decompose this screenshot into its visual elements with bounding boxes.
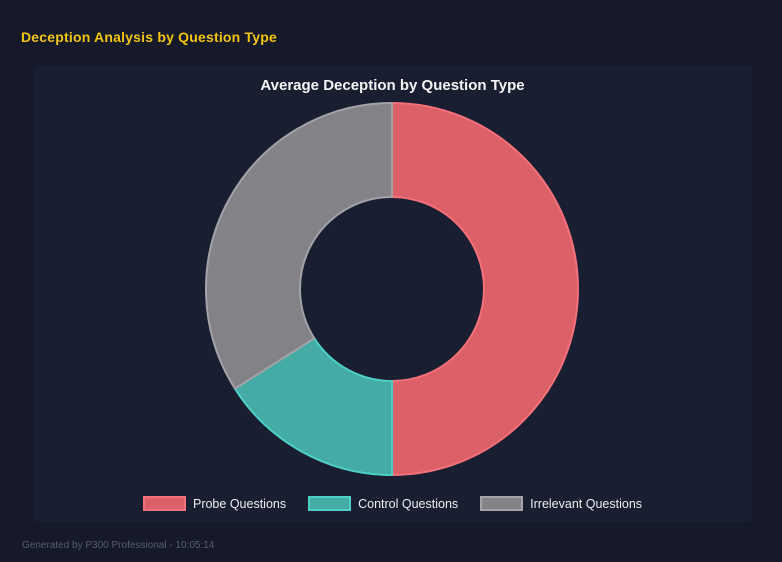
legend-swatch [308, 496, 352, 511]
legend-item-0[interactable]: Probe Questions [142, 496, 287, 511]
donut-chart [205, 102, 579, 476]
legend-swatch [142, 496, 186, 511]
page-title: Deception Analysis by Question Type [21, 29, 277, 45]
legend-swatch [480, 496, 524, 511]
chart-title: Average Deception by Question Type [260, 77, 525, 94]
chart-legend: Probe Questions Control Questions Irreleva… [33, 496, 752, 511]
donut-segment-0[interactable] [391, 102, 579, 476]
legend-label: Control Questions [358, 496, 459, 511]
legend-label: Probe Questions [192, 496, 287, 511]
page-footer: Generated by P300 Professional - 10:05:1… [22, 540, 215, 551]
legend-label: Irrelevant Questions [530, 496, 643, 511]
donut-segment-2[interactable] [205, 102, 393, 390]
chart-panel: Average Deception by Question Type Probe… [33, 66, 752, 522]
donut-segment-1[interactable] [233, 337, 393, 476]
legend-item-1[interactable]: Control Questions [308, 496, 458, 511]
legend-item-2[interactable]: Irrelevant Questions [480, 496, 642, 511]
